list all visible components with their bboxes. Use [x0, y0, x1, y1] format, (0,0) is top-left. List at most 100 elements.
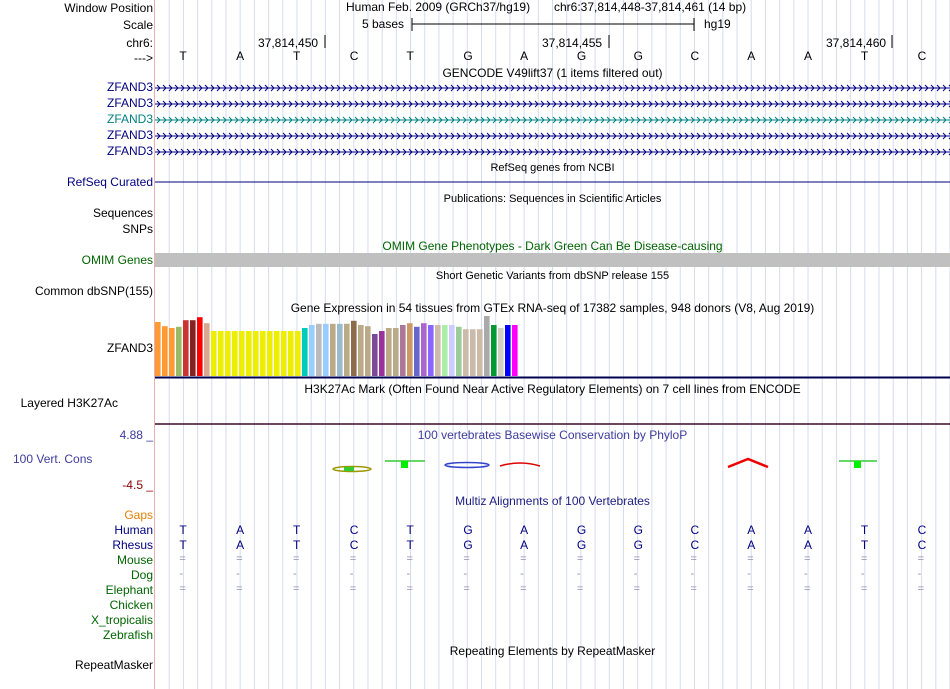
multiz-species-label[interactable]: Chicken: [109, 598, 153, 612]
gene-strand-arrows: [156, 100, 950, 108]
gencode-gene-features[interactable]: [155, 80, 950, 160]
multiz-species-label[interactable]: Rhesus: [112, 538, 153, 552]
coord-label: 37,814,460: [826, 36, 887, 50]
multiz-species-label[interactable]: X_tropicalis: [90, 613, 153, 627]
gtex-expression-chart[interactable]: [155, 316, 950, 380]
dbsnp-track-label[interactable]: Common dbSNP(155): [34, 284, 153, 298]
multiz-species-label[interactable]: Elephant: [105, 583, 153, 597]
gtex-tissue-bar: [344, 323, 350, 376]
alignment-base: -: [292, 568, 297, 580]
alignment-base: -: [860, 568, 865, 580]
sequences-track-label[interactable]: Sequences: [92, 206, 153, 220]
base-letter: T: [860, 49, 869, 63]
gencode-gene-label[interactable]: ZFAND3: [106, 96, 153, 110]
alignment-base: =: [179, 583, 186, 595]
refseq-track-title[interactable]: RefSeq genes from NCBI: [490, 162, 615, 174]
alignment-base: C: [349, 538, 359, 552]
gtex-tissue-bar: [274, 331, 280, 376]
strand-arrow-label: --->: [134, 51, 153, 65]
coord-label: 37,814,455: [542, 36, 603, 50]
alignment-base: -: [463, 568, 467, 580]
coord-ticks: [324, 35, 893, 48]
alignment-base: -: [804, 568, 808, 580]
dbsnp-track-title[interactable]: Short Genetic Variants from dbSNP releas…: [435, 270, 670, 282]
gtex-tissue-bar: [288, 331, 294, 376]
gtex-tissue-bar: [470, 329, 476, 376]
gencode-gene-label[interactable]: ZFAND3: [106, 80, 153, 94]
h3k27ac-track-label[interactable]: Layered H3K27Ac: [20, 396, 118, 410]
alignment-base: A: [236, 523, 245, 537]
gtex-tissue-bar: [365, 326, 371, 376]
alignment-base: T: [292, 538, 301, 552]
gene-strand-arrows: [156, 132, 950, 140]
h3k27ac-track-title[interactable]: H3K27Ac Mark (Often Found Near Active Re…: [304, 382, 801, 396]
alignment-base: =: [860, 553, 868, 565]
alignment-base: =: [804, 553, 811, 565]
alignment-base: =: [633, 583, 641, 595]
gtex-tissue-bar: [225, 331, 231, 376]
multiz-species-label[interactable]: Human: [114, 523, 153, 537]
alignment-base: -: [236, 568, 240, 580]
alignment-base: =: [690, 553, 697, 565]
alignment-base: C: [690, 523, 700, 537]
repeatmasker-track-label[interactable]: RepeatMasker: [74, 658, 153, 672]
gtex-tissue-bar: [428, 325, 434, 376]
scale-bar: [411, 18, 695, 31]
gtex-tissue-bar: [281, 331, 287, 376]
position-text[interactable]: chr6:37,814,448-37,814,461 (14 bp): [554, 0, 747, 14]
alignment-base: T: [406, 538, 414, 552]
omim-track-title[interactable]: OMIM Gene Phenotypes - Dark Green Can Be…: [382, 239, 723, 253]
gencode-gene-label[interactable]: ZFAND3: [106, 144, 153, 158]
base-letter: A: [236, 49, 245, 63]
gtex-tissue-bar: [218, 331, 224, 376]
gtex-tissue-bar: [204, 323, 210, 376]
alignment-base: =: [179, 553, 186, 565]
phylop-track-title[interactable]: 100 vertebrates Basewise Conservation by…: [417, 428, 688, 442]
refseq-track-label[interactable]: RefSeq Curated: [66, 175, 153, 189]
gtex-tissue-bar: [190, 320, 196, 376]
base-letter: G: [633, 49, 644, 63]
gtex-track-label[interactable]: ZFAND3: [106, 341, 153, 355]
gtex-tissue-bar: [505, 325, 511, 376]
alignment-base: A: [747, 538, 756, 552]
gencode-gene-label[interactable]: ZFAND3: [106, 112, 153, 126]
multiz-species-label[interactable]: Mouse: [116, 553, 153, 567]
alignment-base: -: [690, 568, 695, 580]
gtex-tissue-bar: [232, 331, 238, 376]
repeatmasker-track-title[interactable]: Repeating Elements by RepeatMasker: [449, 644, 656, 658]
gtex-tissue-bar: [456, 326, 462, 376]
gtex-tissue-bar: [169, 328, 175, 376]
gtex-tissue-bar: [407, 323, 413, 376]
gtex-tissue-bar: [183, 320, 189, 376]
omim-gene-bar[interactable]: [155, 253, 950, 267]
snps-track-label[interactable]: SNPs: [122, 222, 153, 236]
alignment-base: =: [633, 553, 641, 565]
gencode-track-title[interactable]: GENCODE V49lift37 (1 items filtered out): [442, 66, 663, 80]
multiz-track-title[interactable]: Multiz Alignments of 100 Vertebrates: [455, 494, 650, 508]
alignment-base: =: [406, 553, 413, 565]
gtex-tissue-bar: [316, 323, 322, 376]
phylop-track-label[interactable]: 100 Vert. Cons: [13, 452, 93, 466]
alignment-base: A: [236, 538, 245, 552]
gtex-tissue-bar: [491, 325, 497, 376]
base-letter: G: [576, 49, 587, 63]
multiz-species-label[interactable]: Dog: [130, 568, 153, 582]
gtex-tissue-bar: [512, 325, 518, 376]
multiz-species-label[interactable]: Gaps: [124, 508, 153, 522]
alignment-base: A: [520, 538, 529, 552]
omim-track-label[interactable]: OMIM Genes: [81, 253, 153, 267]
alignment-base: G: [576, 523, 587, 537]
gencode-gene-label[interactable]: ZFAND3: [106, 128, 153, 142]
gtex-tissue-bar: [393, 328, 399, 376]
alignment-base: T: [179, 523, 187, 537]
multiz-species-label[interactable]: Zebrafish: [102, 628, 153, 642]
alignment-base: =: [747, 553, 754, 565]
gene-strand-arrows: [156, 84, 950, 92]
gtex-track-title[interactable]: Gene Expression in 54 tissues from GTEx …: [290, 301, 815, 315]
alignment-base: =: [917, 553, 925, 565]
phylop-conservation-plot[interactable]: [155, 452, 950, 476]
publications-track-title[interactable]: Publications: Sequences in Scientific Ar…: [443, 193, 662, 205]
alignment-base: =: [576, 553, 584, 565]
gtex-tissue-bar: [379, 331, 385, 376]
gtex-tissue-bar: [253, 331, 259, 376]
